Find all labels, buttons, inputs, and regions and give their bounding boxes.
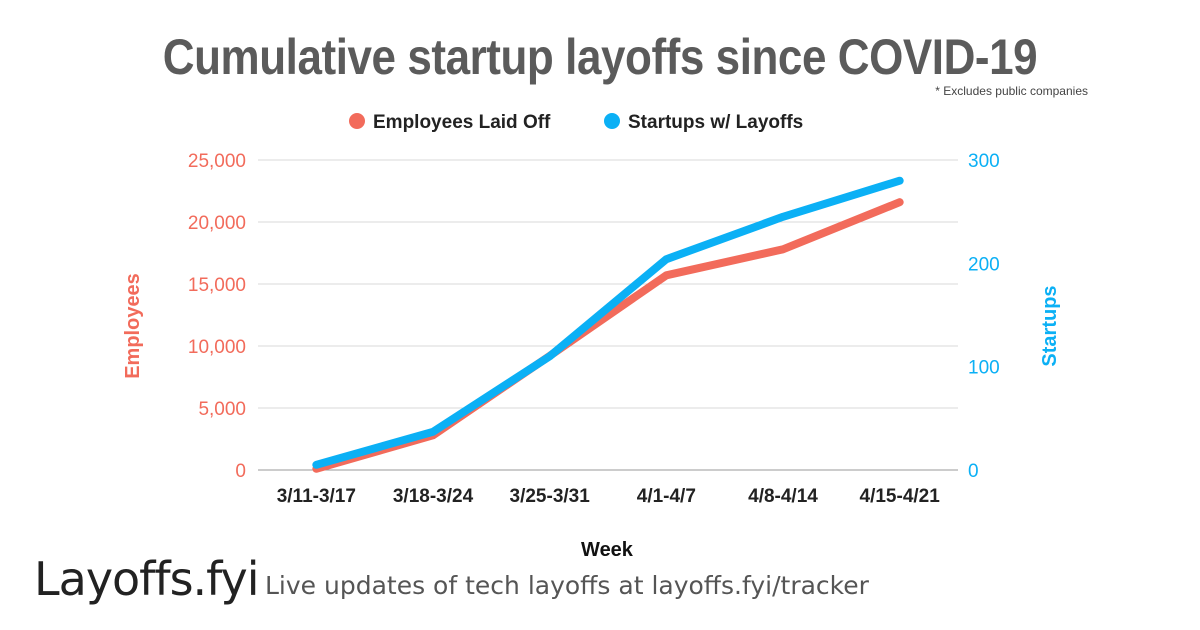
x-tick-label: 4/15-4/21 [860,486,941,507]
x-tick-label: 3/18-3/24 [393,486,474,507]
legend-item: Employees Laid Off [349,112,551,133]
y-right-tick-label: 300 [968,151,1000,172]
y-right-tick-label: 0 [968,461,979,482]
y-left-tick-label: 15,000 [188,275,246,296]
y-right-tick-label: 100 [968,358,1000,379]
legend-swatch [349,113,365,129]
y-axis-right-ticks: 0 100 200 300 [968,151,1000,482]
y-left-tick-label: 20,000 [188,213,246,234]
series-lines [312,176,904,473]
x-tick-label: 4/1-4/7 [637,486,696,507]
x-tick-label: 3/25-3/31 [510,486,591,507]
grid-lines [258,159,958,471]
tagline: Live updates of tech layoffs at layoffs.… [265,571,869,600]
series-employees-laid-off [312,198,904,473]
series-startups-with-layoffs [312,176,904,469]
footnote: * Excludes public companies [935,84,1088,98]
legend-item: Startups w/ Layoffs [604,112,803,133]
legend-label: Employees Laid Off [373,112,551,133]
y-axis-left-ticks: 0 5,000 10,000 15,000 20,000 25,000 [188,151,246,482]
y-left-tick-label: 10,000 [188,337,246,358]
legend-label: Startups w/ Layoffs [628,112,803,133]
series-line [312,198,904,473]
x-tick-label: 3/11-3/17 [277,486,356,507]
chart-title: Cumulative startup layoffs since COVID-1… [162,29,1038,85]
legend-swatch [604,113,620,129]
series-line [312,176,904,469]
x-axis-ticks: 3/11-3/17 3/18-3/24 3/25-3/31 4/1-4/7 4/8-4/… [277,486,941,507]
x-axis-title: Week [581,539,634,561]
x-tick-label: 4/8-4/14 [748,486,818,507]
y-left-tick-label: 0 [235,461,246,482]
y-axis-left-title: Employees [122,273,144,379]
y-right-tick-label: 200 [968,254,1000,275]
legend: Employees Laid Off Startups w/ Layoffs [349,112,803,133]
brand-logo[interactable]: Layoffs.fyi [34,552,260,606]
y-left-tick-label: 25,000 [188,151,246,172]
y-left-tick-label: 5,000 [198,399,246,420]
y-axis-right-title: Startups [1039,285,1061,366]
